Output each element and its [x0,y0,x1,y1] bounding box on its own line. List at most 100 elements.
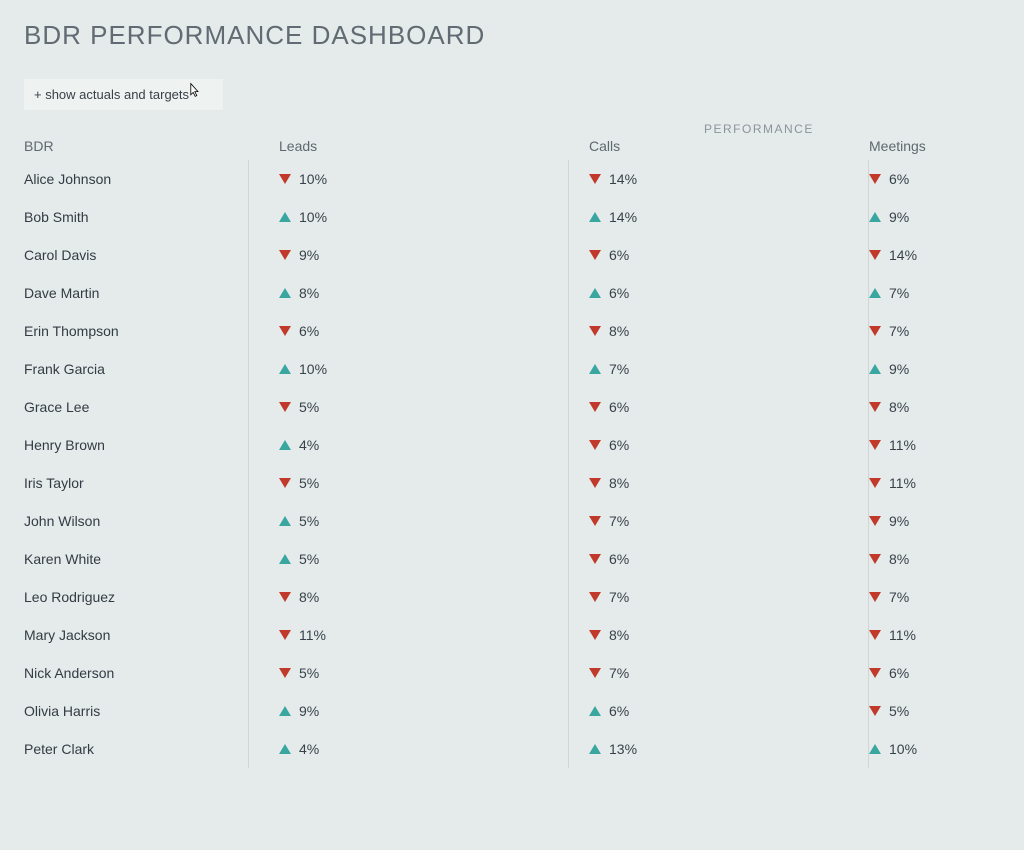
trend-down-icon [589,402,601,412]
calls-value: 7% [609,513,629,529]
trend-down-icon [279,402,291,412]
bdr-name: Karen White [24,540,249,578]
calls-value: 13% [609,741,637,757]
trend-down-icon [869,592,881,602]
trend-up-icon [589,364,601,374]
calls-cell: 7% [569,502,869,540]
leads-value: 10% [299,209,327,225]
show-actuals-toggle[interactable]: + show actuals and targets [24,79,223,110]
meetings-cell: 7% [869,312,1019,350]
trend-down-icon [869,174,881,184]
calls-cell: 13% [569,730,869,768]
bdr-name: Dave Martin [24,274,249,312]
calls-cell: 8% [569,616,869,654]
table-row: Nick Anderson5%7%6% [24,654,1000,692]
trend-up-icon [589,706,601,716]
trend-down-icon [589,592,601,602]
trend-up-icon [279,554,291,564]
table-row: Henry Brown 4% 6% 11% [24,426,1000,464]
meetings-value: 7% [889,285,909,301]
trend-up-icon [589,212,601,222]
meetings-cell: 6% [869,160,1019,198]
col-header-leads: Leads [249,138,569,160]
leads-value: 5% [299,551,319,567]
col-header-bdr: BDR [24,138,249,160]
meetings-cell: 8% [869,388,1019,426]
bdr-name: Henry Brown [24,426,249,464]
meetings-value: 8% [889,399,909,415]
meetings-value: 11% [889,437,916,453]
trend-up-icon [869,744,881,754]
leads-value: 5% [299,513,319,529]
table-row: Peter Clark4%13%10% [24,730,1000,768]
calls-cell: 14% [569,198,869,236]
trend-down-icon [589,554,601,564]
trend-down-icon [869,402,881,412]
leads-cell: 10% [249,198,569,236]
meetings-value: 5% [889,703,909,719]
meetings-cell: 6% [869,654,1019,692]
bdr-name: Mary Jackson [24,616,249,654]
calls-cell: 6% [569,426,869,464]
performance-super-header: PERFORMANCE [24,122,1000,136]
calls-value: 6% [609,437,629,453]
table-row: Erin Thompson6%8%7% [24,312,1000,350]
trend-up-icon [589,744,601,754]
trend-down-icon [869,440,881,450]
meetings-cell: 9% [869,350,1019,388]
meetings-cell: 9% [869,502,1019,540]
calls-value: 8% [609,627,629,643]
calls-value: 14% [609,171,637,187]
calls-cell: 6% [569,692,869,730]
leads-value: 9% [299,247,319,263]
leads-value: 5% [299,399,319,415]
meetings-value: 9% [889,361,909,377]
trend-up-icon [279,440,291,450]
trend-down-icon [279,174,291,184]
leads-value: 4% [299,437,319,453]
leads-cell: 5% [249,540,569,578]
meetings-cell: 10% [869,730,1019,768]
calls-value: 6% [609,247,629,263]
leads-cell: 10% [249,160,569,198]
meetings-cell: 9% [869,198,1019,236]
table-row: Grace Lee5%6%8% [24,388,1000,426]
leads-value: 5% [299,665,319,681]
calls-cell: 7% [569,578,869,616]
table-row: Iris Taylor5%8%11% [24,464,1000,502]
trend-up-icon [279,364,291,374]
trend-up-icon [279,288,291,298]
meetings-value: 8% [889,551,909,567]
trend-down-icon [589,174,601,184]
meetings-value: 11% [889,475,916,491]
trend-down-icon [279,592,291,602]
meetings-cell: 14% [869,236,1019,274]
calls-value: 8% [609,323,629,339]
calls-cell: 8% [569,464,869,502]
meetings-value: 9% [889,513,909,529]
calls-cell: 14% [569,160,869,198]
trend-down-icon [869,554,881,564]
calls-cell: 6% [569,388,869,426]
meetings-value: 14% [889,247,917,263]
table-row: Olivia Harris9%6%5% [24,692,1000,730]
calls-value: 7% [609,361,629,377]
calls-cell: 6% [569,274,869,312]
leads-cell: 5% [249,502,569,540]
meetings-value: 6% [889,171,909,187]
table-row: Alice Johnson10%14%6% [24,160,1000,198]
table-row: Bob Smith10%14%9% [24,198,1000,236]
trend-down-icon [869,630,881,640]
trend-up-icon [869,364,881,374]
cursor-icon [186,81,202,99]
trend-down-icon [589,250,601,260]
trend-down-icon [279,250,291,260]
leads-cell: 8% [249,274,569,312]
table-row: Karen White5%6%8% [24,540,1000,578]
trend-up-icon [869,212,881,222]
trend-down-icon [869,516,881,526]
trend-down-icon [589,440,601,450]
meetings-cell: 11% [869,464,1019,502]
meetings-cell: 8% [869,540,1019,578]
bdr-name: Olivia Harris [24,692,249,730]
